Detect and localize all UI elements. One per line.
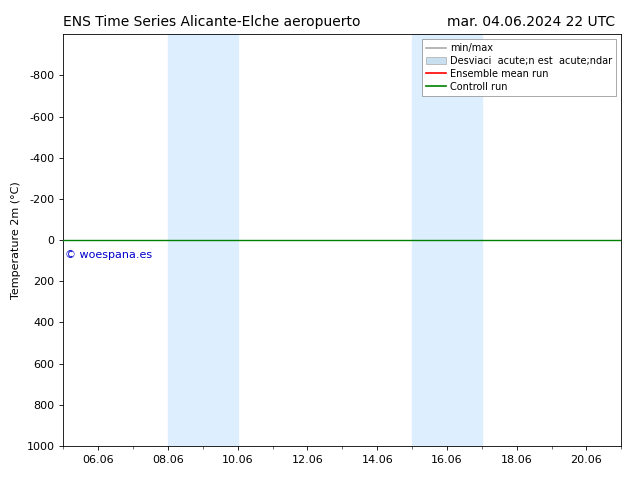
Legend: min/max, Desviaci  acute;n est  acute;ndar, Ensemble mean run, Controll run: min/max, Desviaci acute;n est acute;ndar… xyxy=(422,39,616,96)
Y-axis label: Temperature 2m (°C): Temperature 2m (°C) xyxy=(11,181,21,299)
Bar xyxy=(412,34,482,446)
Text: © woespana.es: © woespana.es xyxy=(65,250,152,260)
Bar xyxy=(168,34,238,446)
Text: ENS Time Series Alicante-Elche aeropuerto: ENS Time Series Alicante-Elche aeropuert… xyxy=(63,15,361,29)
Text: mar. 04.06.2024 22 UTC: mar. 04.06.2024 22 UTC xyxy=(447,15,615,29)
